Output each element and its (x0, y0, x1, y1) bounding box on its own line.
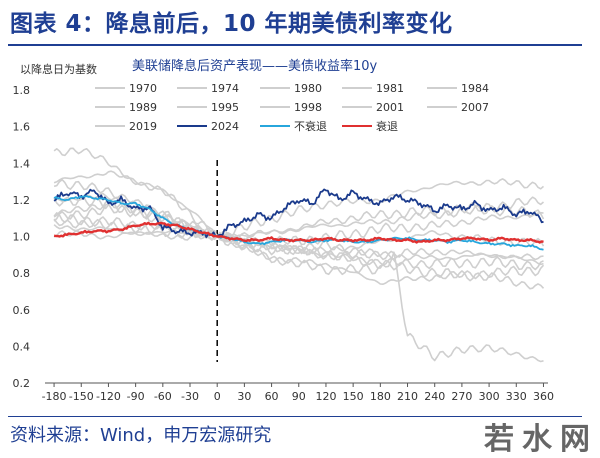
y-axis-label: 以降息日为基数 (20, 62, 97, 76)
legend-label: 1984 (461, 82, 489, 95)
series-lines (53, 147, 545, 363)
x-tick-label: -90 (127, 390, 145, 403)
y-tick-label: 1.8 (13, 84, 31, 97)
y-tick-label: 0.2 (13, 377, 31, 390)
legend-label: 1974 (211, 82, 239, 95)
series-line-衰退 (53, 221, 544, 244)
series-line-1995 (53, 199, 545, 255)
title-rule (8, 44, 582, 46)
legend-label: 1998 (294, 101, 322, 114)
x-tick-label: 30 (237, 390, 251, 403)
figure-title: 图表 4：降息前后，10 年期美债利率变化 (10, 11, 453, 37)
source-note: 资料来源：Wind，申万宏源研究 (10, 425, 272, 446)
legend-label: 衰退 (376, 119, 398, 133)
x-tick-label: -150 (69, 390, 94, 403)
legend-label: 1989 (129, 101, 157, 114)
x-tick-label: 120 (315, 390, 336, 403)
legend-label: 1970 (129, 82, 157, 95)
chart: 美联储降息后资产表现——美债收益率10y 以降息日为基数 0.2 0.4 0.6 0.… (13, 58, 554, 403)
chart-title: 美联储降息后资产表现——美债收益率10y (132, 58, 378, 74)
legend-label: 2001 (376, 101, 404, 114)
x-tick-label: -60 (154, 390, 172, 403)
y-tick-label: 1.0 (13, 231, 31, 244)
legend-label: 1980 (294, 82, 322, 95)
y-tick-label: 0.6 (13, 304, 31, 317)
x-tick-label: 210 (397, 390, 418, 403)
x-tick-label: 0 (214, 390, 221, 403)
legend-label: 2024 (211, 120, 239, 133)
watermark: 若水网 (484, 422, 598, 457)
x-tick-label: -180 (42, 390, 67, 403)
series-line-1980 (53, 147, 544, 363)
x-tick-label: 150 (343, 390, 364, 403)
y-tick-label: 1.2 (13, 194, 31, 207)
x-tick-label: 330 (506, 390, 527, 403)
x-tick-label: 240 (424, 390, 445, 403)
x-tick-label: 300 (479, 390, 500, 403)
x-tick-label: 270 (451, 390, 472, 403)
source-rule (8, 416, 582, 417)
legend-label: 1995 (211, 101, 239, 114)
series-line-1970 (53, 170, 544, 261)
x-tick-label: -120 (96, 390, 121, 403)
legend-label: 1981 (376, 82, 404, 95)
legend-label: 2019 (129, 120, 157, 133)
x-tick-label: 60 (265, 390, 279, 403)
legend-label: 2007 (461, 101, 489, 114)
legend-label: 不衰退 (294, 119, 327, 133)
x-tick-label: 180 (370, 390, 391, 403)
legend: 1970 1974 1980 1981 1984 1989 1995 1998 2001 2007… (95, 82, 489, 133)
series-line-2019 (53, 178, 545, 290)
axes: 0.20.40.60.81.01.21.41.61.8-180 -150 -120-… (13, 84, 554, 403)
y-tick-label: 1.4 (13, 157, 31, 170)
series-line-1998 (53, 196, 545, 238)
y-tick-label: 1.6 (13, 121, 31, 134)
x-tick-label: 360 (533, 390, 554, 403)
x-tick-label: 90 (292, 390, 306, 403)
series-line-2024 (53, 188, 544, 238)
y-tick-label: 0.4 (13, 340, 31, 353)
y-tick-label: 0.8 (13, 267, 31, 280)
series-line-2007 (53, 218, 545, 285)
x-tick-label: -30 (181, 390, 199, 403)
